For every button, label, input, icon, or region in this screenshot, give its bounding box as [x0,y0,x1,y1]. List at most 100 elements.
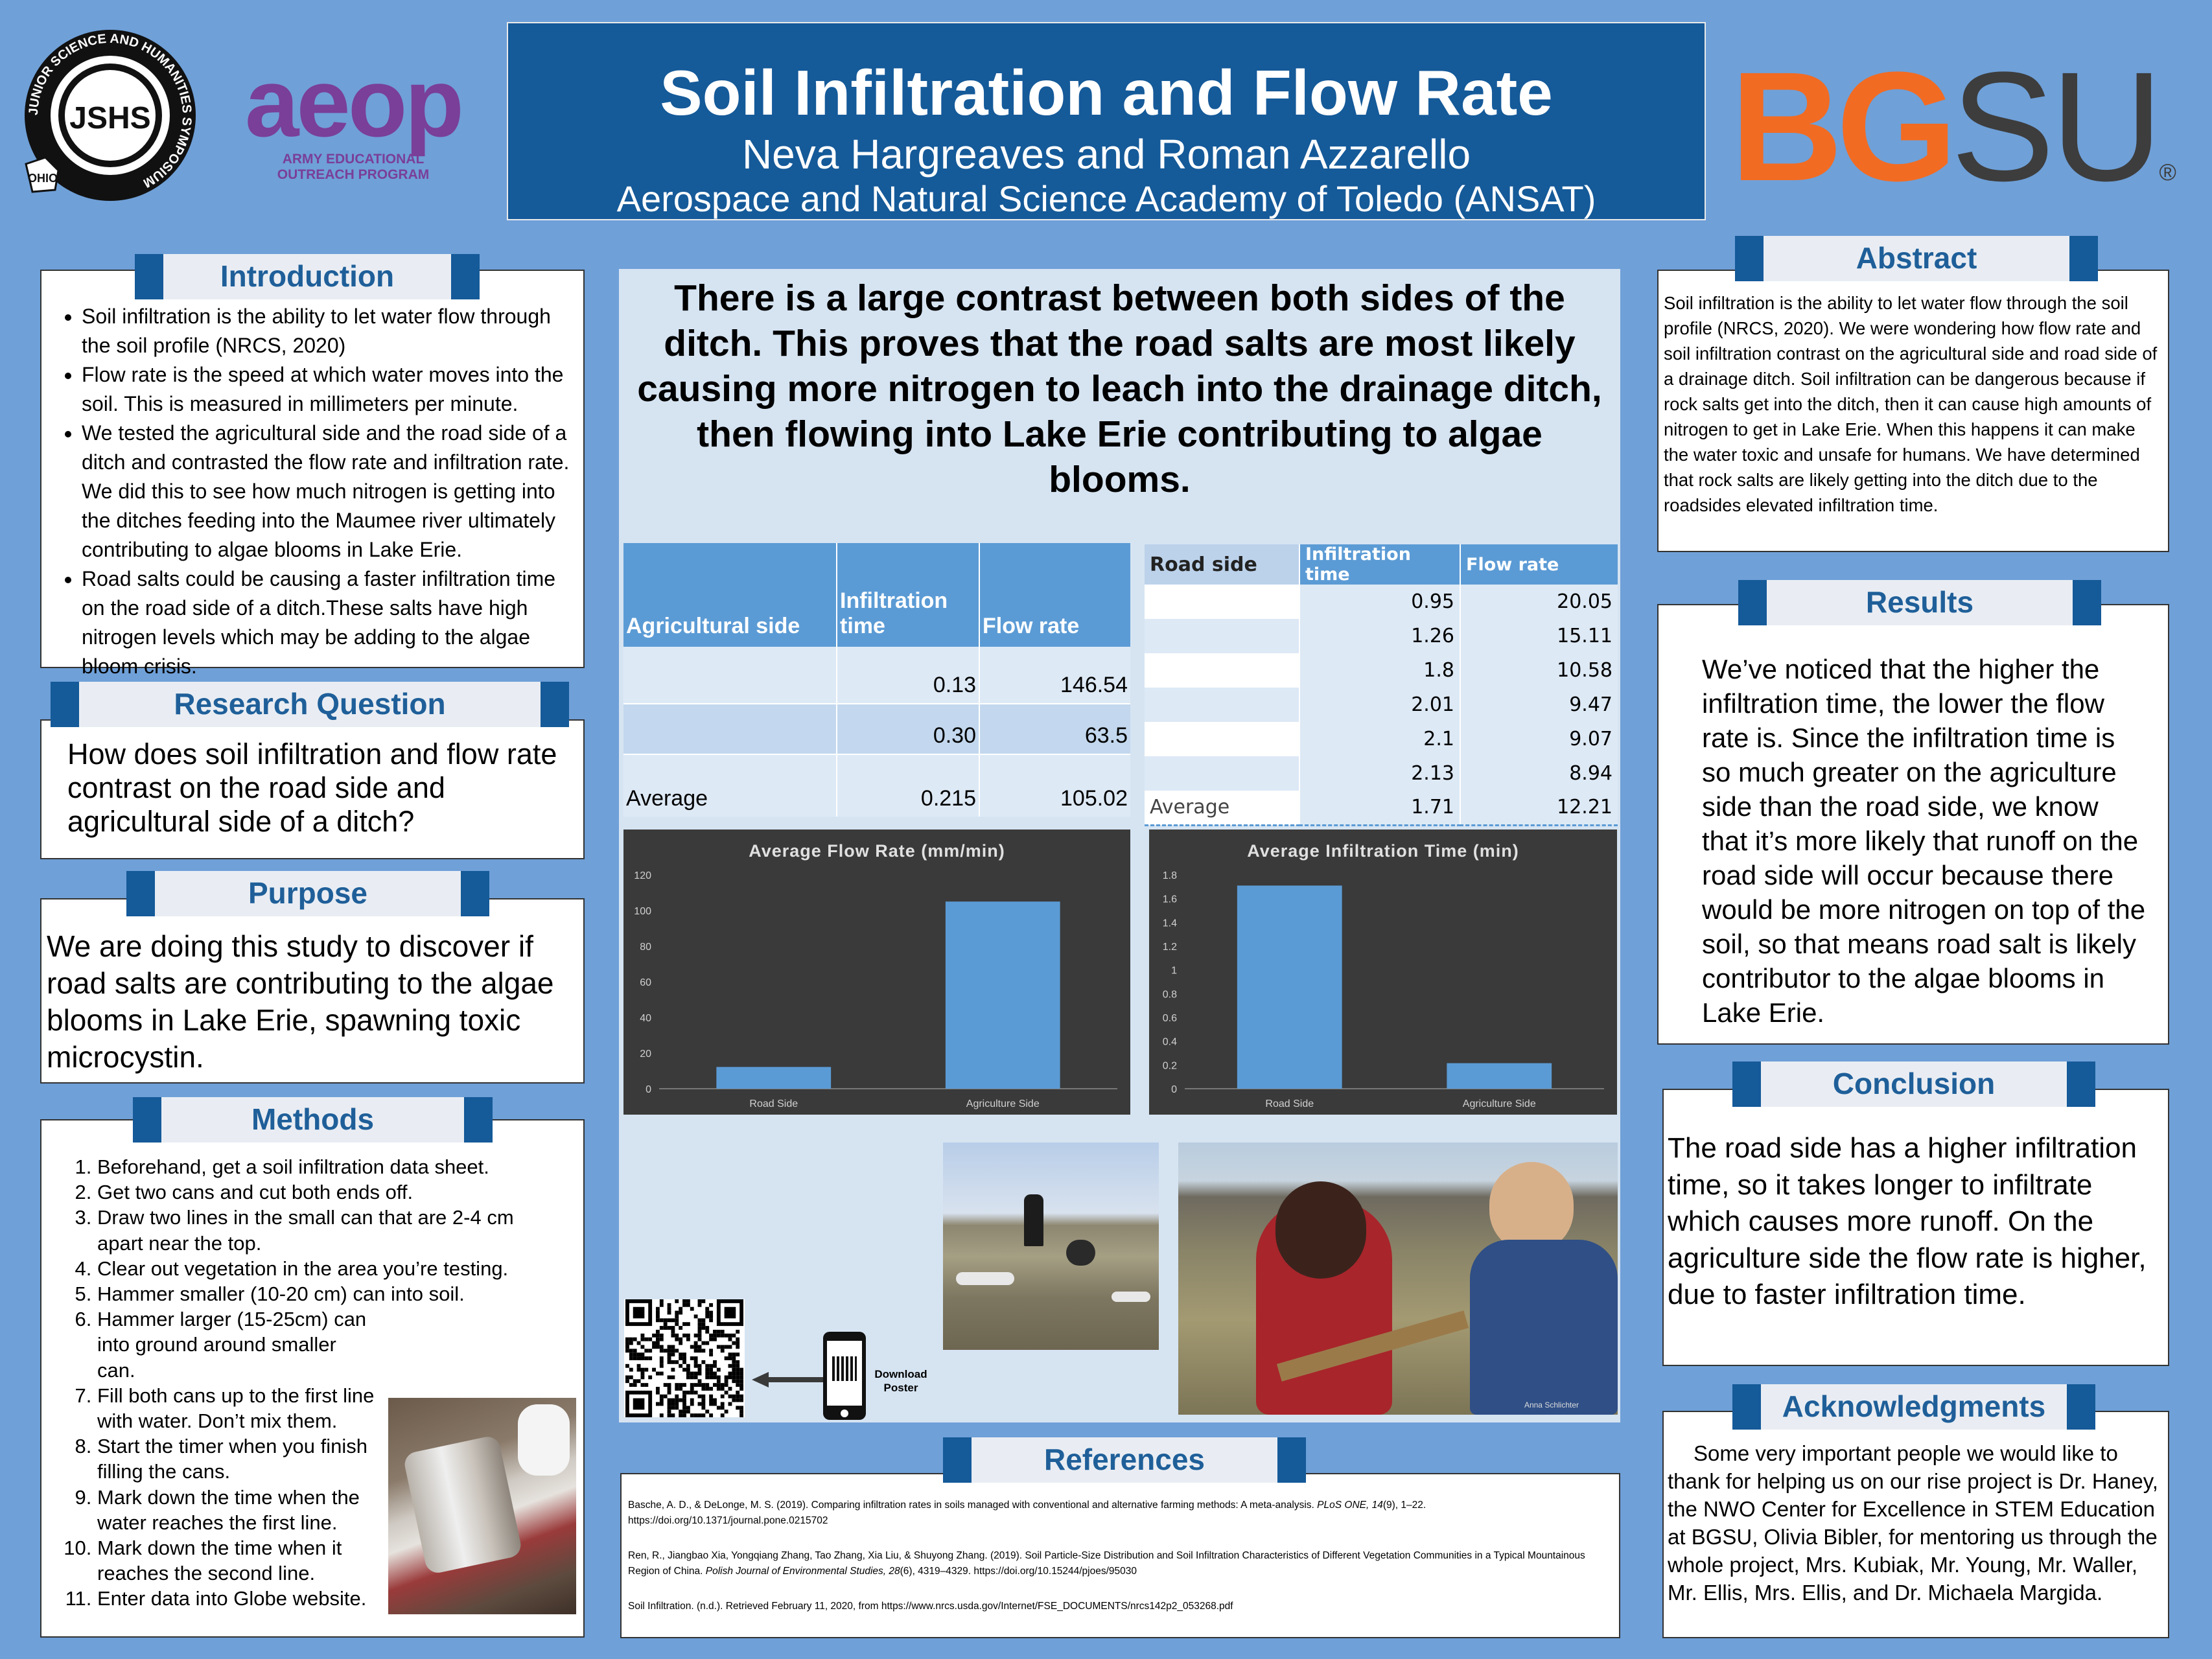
chart-bar [945,901,1060,1089]
agri-cell: 105.02 [979,754,1130,817]
research-question-text: How does soil infiltration and flow rate… [67,737,557,838]
method-step: Clear out vegetation in the area you’re … [97,1256,578,1281]
intro-bullet: Road salts could be causing a faster inf… [82,564,577,681]
road-table: Road side Infiltration time Flow rate 0.… [1145,544,1618,826]
research-question-box: How does soil infiltration and flow rate… [40,719,585,859]
research-question-heading: Research Question [51,682,569,727]
road-cell [1145,756,1299,791]
methods-box: Beforehand, get a soil infiltration data… [40,1119,585,1638]
download-poster-label: Download Poster [868,1367,933,1395]
y-tick-label: 1.6 [1163,894,1177,905]
chart-bar [1237,885,1342,1089]
road-cell: 1.71 [1299,791,1460,825]
method-step: Fill both cans up to the first line with… [97,1383,376,1433]
y-tick-label: 0.8 [1163,989,1177,1000]
download-label-line2: Poster [883,1382,918,1394]
y-tick-label: 0.2 [1163,1060,1177,1071]
x-category-label: Agriculture Side [966,1098,1040,1109]
aeop-line2: OUTREACH PROGRAM [277,167,430,182]
road-cell: 2.13 [1299,756,1460,791]
introduction-heading: Introduction [135,254,480,299]
agri-cell: 0.30 [836,704,979,754]
purpose-box: We are doing this study to discover if r… [40,898,585,1084]
phone-icon [823,1332,866,1420]
road-header-flow: Flow rate [1460,544,1618,585]
road-cell: 12.21 [1460,791,1618,825]
y-tick-label: 0.6 [1163,1013,1177,1024]
can-photo [388,1398,576,1614]
reference-item: Soil Infiltration. (n.d.). Retrieved Feb… [628,1601,1233,1612]
agri-cell: 63.5 [979,704,1130,754]
agri-header-flow: Flow rate [979,543,1130,647]
x-category-label: Road Side [749,1098,798,1109]
chart-bar [1447,1063,1552,1089]
conclusion-box: The road side has a higher infiltration … [1662,1089,2169,1366]
road-header-side: Road side [1145,544,1299,585]
y-tick-label: 1 [1171,966,1177,977]
acknowledgments-heading: Acknowledgments [1732,1384,2095,1430]
references-box: Basche, A. D., & DeLonge, M. S. (2019). … [620,1473,1620,1638]
left-arrow-icon [752,1372,823,1387]
y-tick-label: 1.8 [1163,870,1177,881]
acknowledgments-text: Some very important people we would like… [1668,1441,2158,1605]
method-step: Beforehand, get a soil infiltration data… [97,1154,578,1179]
intro-bullet: We tested the agricultural side and the … [82,419,577,564]
reference-item: Basche, A. D., & DeLonge, M. S. (2019). … [628,1500,1426,1526]
aeop-line1: ARMY EDUCATIONAL [282,152,425,167]
conclusion-text: The road side has a higher infiltration … [1668,1132,2147,1310]
y-tick-label: 100 [634,906,651,917]
qr-code-svg [625,1299,743,1417]
agri-table: Agricultural side Infiltration time Flow… [623,543,1130,817]
flow-rate-chart-svg: Average Flow Rate (mm/min) 0 20 40 60 80 100 12… [634,841,1117,1109]
references-list: Basche, A. D., & DeLonge, M. S. (2019). … [628,1498,1612,1614]
road-cell: 1.26 [1299,619,1460,653]
x-category-label: Road Side [1265,1098,1314,1109]
purpose-text: We are doing this study to discover if r… [47,929,554,1074]
road-cell: 10.58 [1460,653,1618,688]
infiltration-time-chart-svg: Average Infiltration Time (min) 0 0.2 0.4 0.… [1163,841,1604,1109]
road-cell: 0.95 [1299,585,1460,619]
road-cell: 8.94 [1460,756,1618,791]
road-cell: Average [1150,796,1230,819]
method-step: Draw two lines in the small can that are… [97,1205,564,1255]
bgsu-bg: BG [1730,40,1957,213]
method-step: Get two cans and cut both ends off. [97,1179,578,1205]
reference-item: Ren, R., Jiangbao Xia, Yongqiang Zhang, … [628,1550,1585,1577]
poster-authors: Neva Hargreaves and Roman Azzarello [741,131,1471,178]
road-cell [1145,653,1299,688]
qr-code[interactable] [624,1299,745,1417]
conclusion-heading: Conclusion [1732,1062,2095,1107]
chart-title: Average Infiltration Time (min) [1247,841,1519,861]
agri-cell: 0.215 [836,754,979,817]
chart-bar [716,1067,832,1089]
road-cell: 9.47 [1460,688,1618,722]
bgsu-logo: BGSU® [1730,49,2176,204]
introduction-list: Soil infiltration is the ability to let … [48,302,577,681]
y-tick-label: 0 [646,1084,651,1095]
agri-cell: Average [626,786,708,811]
acknowledgments-box: Some very important people we would like… [1662,1411,2169,1638]
abstract-box: Soil infiltration is the ability to let … [1657,270,2169,552]
method-step: Hammer smaller (10-20 cm) can into soil. [97,1281,578,1306]
road-cell [1145,585,1299,619]
agri-cell [623,704,837,754]
bgsu-registered: ® [2159,159,2176,185]
road-cell: 20.05 [1460,585,1618,619]
method-step: Mark down the time when it reaches the s… [97,1535,408,1586]
chart-title: Average Flow Rate (mm/min) [749,841,1005,861]
agri-cell: 146.54 [979,647,1130,704]
testing-photo: Anna Schlichter [1178,1143,1618,1415]
road-cell [1145,688,1299,722]
references-heading: References [943,1437,1306,1483]
road-cell: 2.01 [1299,688,1460,722]
abstract-heading: Abstract [1735,236,2098,281]
y-tick-label: 0 [1171,1084,1177,1095]
methods-list: Beforehand, get a soil infiltration data… [45,1154,578,1612]
results-box: We’ve noticed that the higher the infilt… [1657,604,2169,1045]
purpose-heading: Purpose [126,871,489,916]
road-cell: 9.07 [1460,722,1618,756]
results-text: We’ve noticed that the higher the infilt… [1702,654,2146,1028]
download-label-line1: Download [874,1368,927,1380]
bgsu-su: SU [1951,40,2163,213]
y-tick-label: 1.4 [1163,918,1177,929]
